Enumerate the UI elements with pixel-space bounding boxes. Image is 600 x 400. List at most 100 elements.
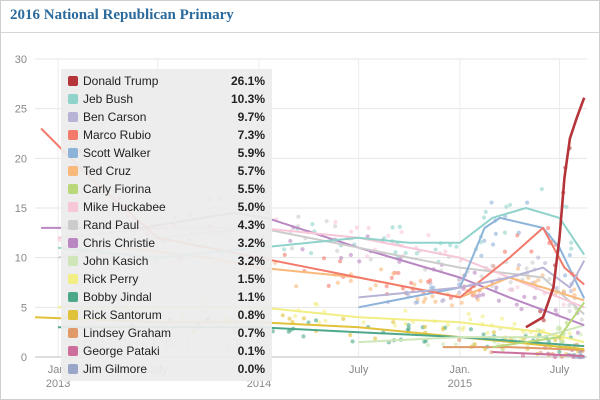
- series-line: [358, 260, 586, 299]
- legend-item[interactable]: Ben Carson 9.7%: [61, 109, 272, 127]
- poll-dot: [397, 224, 402, 229]
- poll-dot: [516, 230, 521, 235]
- poll-dot: [313, 318, 319, 323]
- legend-value: 1.1%: [237, 290, 265, 304]
- poll-dot: [418, 279, 423, 284]
- poll-dot: [459, 300, 464, 305]
- poll-dot: [529, 249, 534, 254]
- poll-dot: [503, 214, 508, 219]
- poll-dot: [333, 224, 338, 229]
- poll-dot: [516, 263, 522, 268]
- y-tick-label: 0: [21, 352, 27, 364]
- poll-dot: [433, 299, 438, 304]
- poll-dot: [348, 252, 353, 258]
- poll-dot: [368, 257, 373, 262]
- legend-item[interactable]: Donald Trump 26.1%: [61, 73, 272, 91]
- legend-item[interactable]: Lindsey Graham 0.7%: [61, 325, 272, 343]
- legend-value: 10.3%: [230, 92, 265, 106]
- poll-dot: [499, 316, 504, 321]
- legend-label: Mike Huckabee: [83, 200, 166, 214]
- series-line: [492, 301, 586, 349]
- poll-dot: [555, 326, 560, 332]
- poll-dot: [547, 276, 552, 282]
- legend-label: Rand Paul: [83, 218, 140, 232]
- legend-value: 5.9%: [237, 146, 265, 160]
- legend-swatch: [68, 94, 78, 104]
- legend-value: 4.3%: [237, 218, 265, 232]
- legend-swatch: [68, 184, 78, 194]
- legend-item[interactable]: Rick Perry 1.5%: [61, 271, 272, 289]
- poll-dot: [321, 256, 327, 261]
- legend-item[interactable]: Ted Cruz 5.7%: [61, 163, 272, 181]
- poll-dot: [399, 229, 404, 235]
- legend-item[interactable]: Rand Paul 4.3%: [61, 217, 272, 235]
- poll-dot: [564, 204, 569, 210]
- poll-dot: [422, 324, 428, 329]
- legend-item[interactable]: Chris Christie 3.2%: [61, 235, 272, 253]
- poll-dot: [494, 285, 499, 290]
- poll-dot: [361, 320, 366, 325]
- poll-dot: [491, 330, 497, 335]
- poll-dot: [480, 292, 486, 297]
- poll-dot: [393, 323, 398, 328]
- poll-dot: [354, 225, 359, 230]
- legend-value: 0.1%: [237, 344, 265, 358]
- poll-dot: [333, 219, 338, 225]
- y-tick-label: 5: [21, 302, 27, 314]
- poll-dot: [561, 302, 566, 307]
- legend-value: 0.7%: [237, 326, 265, 340]
- legend-swatch: [68, 166, 78, 176]
- poll-dot: [423, 296, 428, 301]
- legend-item[interactable]: Rick Santorum 0.8%: [61, 307, 272, 325]
- poll-dot: [460, 327, 465, 332]
- poll-dot: [433, 247, 438, 252]
- poll-dot: [422, 339, 427, 344]
- poll-dot: [323, 318, 328, 323]
- legend-swatch: [68, 346, 78, 356]
- legend-item[interactable]: Jim Gilmore 0.0%: [61, 361, 272, 379]
- poll-dot: [440, 298, 445, 304]
- legend-item[interactable]: George Pataki 0.1%: [61, 343, 272, 361]
- poll-dot: [326, 283, 331, 288]
- poll-dot: [524, 266, 529, 271]
- poll-dot: [577, 350, 583, 355]
- poll-dot: [578, 332, 583, 337]
- legend-label: Ben Carson: [83, 110, 147, 124]
- legend-label: Rick Perry: [83, 272, 139, 286]
- legend-item[interactable]: Carly Fiorina 5.5%: [61, 181, 272, 199]
- legend-item[interactable]: Mike Huckabee 5.0%: [61, 199, 272, 217]
- poll-dot: [339, 255, 344, 261]
- legend-value: 5.5%: [237, 182, 265, 196]
- poll-dot: [553, 308, 558, 313]
- y-tick-label: 10: [15, 253, 27, 265]
- poll-dot: [406, 322, 411, 328]
- poll-dot: [349, 229, 354, 234]
- legend-swatch: [68, 220, 78, 230]
- legend-swatch: [68, 274, 78, 284]
- legend-swatch: [68, 310, 78, 320]
- legend-value: 0.8%: [237, 308, 265, 322]
- poll-dot: [450, 303, 455, 308]
- legend-label: Rick Santorum: [83, 308, 162, 322]
- poll-dot: [510, 288, 515, 293]
- poll-dot: [483, 209, 488, 214]
- poll-dot: [310, 221, 315, 227]
- legend-item[interactable]: Bobby Jindal 1.1%: [61, 289, 272, 307]
- poll-dot: [403, 321, 408, 326]
- poll-dot: [337, 259, 343, 264]
- legend-item[interactable]: John Kasich 3.2%: [61, 253, 272, 271]
- poll-dot: [391, 271, 396, 276]
- legend-label: Carly Fiorina: [83, 182, 152, 196]
- legend-value: 5.0%: [237, 200, 265, 214]
- poll-dot: [357, 259, 362, 264]
- poll-dot: [530, 260, 535, 265]
- poll-dot: [567, 302, 572, 308]
- legend-item[interactable]: Jeb Bush 10.3%: [61, 91, 272, 109]
- poll-dot: [431, 285, 436, 290]
- poll-dot: [287, 316, 292, 321]
- poll-dot: [481, 215, 487, 220]
- legend-item[interactable]: Scott Walker 5.9%: [61, 145, 272, 163]
- poll-dot: [300, 247, 305, 252]
- legend-item[interactable]: Marco Rubio 7.3%: [61, 127, 272, 145]
- legend-swatch: [68, 202, 78, 212]
